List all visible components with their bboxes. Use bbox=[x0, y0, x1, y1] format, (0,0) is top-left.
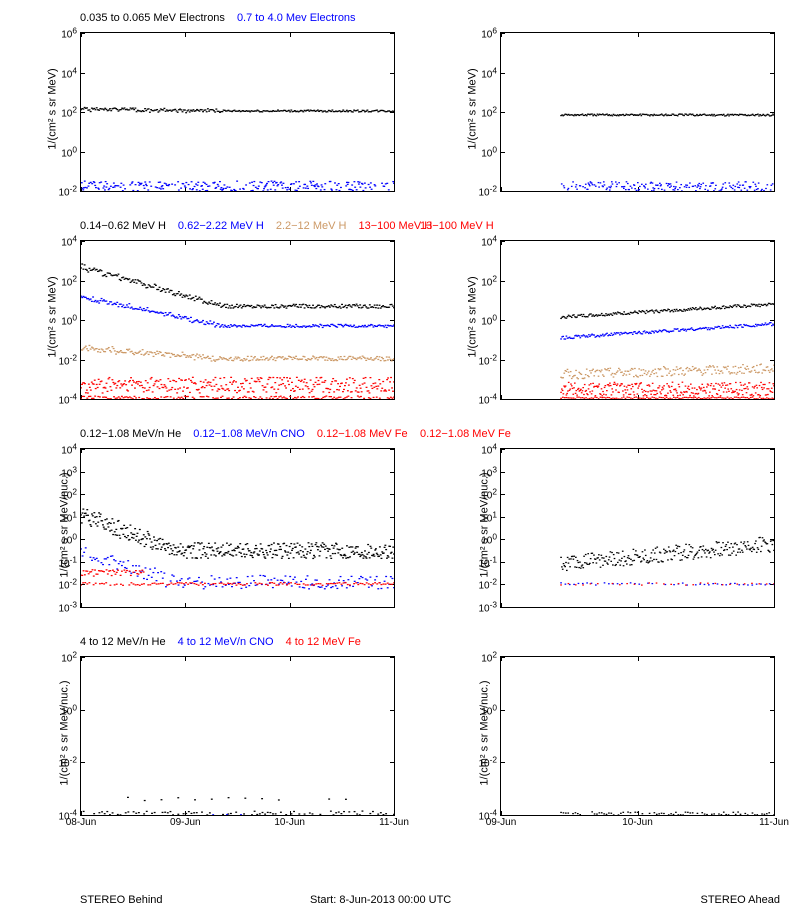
legend-row-0: 0.035 to 0.065 MeV Electrons 0.7 to 4.0 M… bbox=[80, 12, 368, 24]
legend-row-1-right: 13−100 MeV H bbox=[420, 220, 506, 232]
plot-panel-r2-c0: 0.12−1.08 MeV/n He0.12−1.08 MeV/n CNO0.1… bbox=[0, 426, 400, 624]
y-tick-label: 100 bbox=[61, 312, 77, 327]
y-tick-label: 104 bbox=[481, 233, 497, 248]
legend-row-3: 4 to 12 MeV/n He 4 to 12 MeV/n CNO 4 to 12… bbox=[80, 636, 373, 648]
legend-row-1: 0.14−0.62 MeV H 0.62−2.22 MeV H 2.2−12 MeV… bbox=[80, 220, 444, 232]
x-tick-label: 10-Jun bbox=[622, 817, 653, 828]
y-tick-label: 103 bbox=[481, 464, 497, 479]
y-tick-label: 100 bbox=[481, 532, 497, 547]
y-tick-label: 10-1 bbox=[58, 554, 77, 569]
y-tick-label: 10-3 bbox=[478, 599, 497, 614]
plot-panel-r0-c1: 1/(cm² s sr MeV)10-2100102104106 bbox=[420, 10, 780, 208]
y-axis-label: 1/(cm² s sr MeV) bbox=[467, 276, 479, 357]
plot-area: 10-2100102104106 bbox=[500, 32, 775, 192]
plot-svg bbox=[81, 241, 394, 399]
y-tick-label: 10-4 bbox=[478, 391, 497, 406]
legend-item: 0.7 to 4.0 Mev Electrons bbox=[237, 12, 356, 24]
plot-area: 10-410-2100102104 bbox=[80, 240, 395, 400]
y-tick-label: 10-2 bbox=[58, 577, 77, 592]
y-tick-label: 101 bbox=[481, 509, 497, 524]
legend-row-2-right: 0.12−1.08 MeV Fe bbox=[420, 428, 523, 440]
y-tick-label: 10-2 bbox=[478, 183, 497, 198]
y-tick-label: 102 bbox=[61, 649, 77, 664]
y-tick-label: 106 bbox=[61, 25, 77, 40]
legend-item: 0.62−2.22 MeV H bbox=[178, 220, 264, 232]
bottom-right-label: STEREO Ahead bbox=[701, 894, 781, 906]
y-tick-label: 102 bbox=[61, 486, 77, 501]
y-tick-label: 104 bbox=[61, 441, 77, 456]
plot-area: 10-310-210-1100101102103104 bbox=[80, 448, 395, 608]
plot-svg bbox=[501, 241, 774, 399]
plot-area: 10-310-210-1100101102103104 bbox=[500, 448, 775, 608]
y-tick-label: 10-2 bbox=[58, 352, 77, 367]
plot-area: 10-2100102104106 bbox=[80, 32, 395, 192]
y-axis-label: 1/(cm² s sr MeV) bbox=[47, 68, 59, 149]
y-tick-label: 102 bbox=[481, 649, 497, 664]
plot-svg bbox=[501, 657, 774, 815]
plot-svg bbox=[501, 449, 774, 607]
y-axis-label: 1/(cm² s sr MeV) bbox=[47, 276, 59, 357]
y-tick-label: 100 bbox=[481, 312, 497, 327]
y-tick-label: 10-2 bbox=[478, 352, 497, 367]
legend-item: 0.14−0.62 MeV H bbox=[80, 220, 166, 232]
x-tick-label: 09-Jun bbox=[170, 817, 201, 828]
y-tick-label: 102 bbox=[481, 273, 497, 288]
y-tick-label: 10-3 bbox=[58, 599, 77, 614]
y-tick-label: 100 bbox=[481, 144, 497, 159]
legend-row-2: 0.12−1.08 MeV/n He 0.12−1.08 MeV/n CNO 0.1… bbox=[80, 428, 420, 440]
plot-panel-r1-c0: 0.14−0.62 MeV H 0.62−2.22 MeV H 2.2−12 MeV… bbox=[0, 218, 400, 416]
plot-svg bbox=[81, 33, 394, 191]
plot-svg bbox=[81, 449, 394, 607]
legend-item: 0.035 to 0.065 MeV Electrons bbox=[80, 12, 225, 24]
y-tick-label: 103 bbox=[61, 464, 77, 479]
legend-item: 0.12−1.08 MeV Fe bbox=[420, 428, 511, 440]
y-tick-label: 10-2 bbox=[478, 577, 497, 592]
legend-item: 4 to 12 MeV/n He bbox=[80, 636, 166, 648]
x-tick-label: 10-Jun bbox=[274, 817, 305, 828]
y-tick-label: 100 bbox=[61, 144, 77, 159]
y-tick-label: 106 bbox=[481, 25, 497, 40]
x-tick-label: 09-Jun bbox=[486, 817, 517, 828]
legend-item: 4 to 12 MeV Fe bbox=[286, 636, 361, 648]
y-tick-label: 100 bbox=[61, 702, 77, 717]
legend-item: 2.2−12 MeV H bbox=[276, 220, 347, 232]
legend-item: 0.12−1.08 MeV/n He bbox=[80, 428, 181, 440]
plot-panel-r0-c0: 0.035 to 0.065 MeV Electrons 0.7 to 4.0 M… bbox=[0, 10, 400, 208]
y-tick-label: 10-2 bbox=[58, 755, 77, 770]
y-tick-label: 101 bbox=[61, 509, 77, 524]
y-tick-label: 100 bbox=[481, 702, 497, 717]
y-tick-label: 104 bbox=[481, 65, 497, 80]
x-tick-label: 11-Jun bbox=[379, 817, 409, 828]
plot-panel-r1-c1: 13−100 MeV H1/(cm² s sr MeV)10-410-21001… bbox=[420, 218, 780, 416]
y-tick-label: 104 bbox=[61, 65, 77, 80]
bottom-left-label: STEREO Behind bbox=[80, 894, 163, 906]
y-tick-label: 10-2 bbox=[478, 755, 497, 770]
legend-item: 0.12−1.08 MeV Fe bbox=[317, 428, 408, 440]
y-tick-label: 100 bbox=[61, 532, 77, 547]
y-tick-label: 104 bbox=[481, 441, 497, 456]
plot-area: 10-410-210010209-Jun10-Jun11-Jun bbox=[500, 656, 775, 816]
x-tick-label: 11-Jun bbox=[759, 817, 789, 828]
plot-panel-r2-c1: 0.12−1.08 MeV Fe1/(cm² s sr MeV/nuc.)10-… bbox=[420, 426, 780, 624]
y-axis-label: 1/(cm² s sr MeV) bbox=[467, 68, 479, 149]
plot-panel-r3-c1: 1/(cm² s sr MeV/nuc.)10-410-210010209-Ju… bbox=[420, 634, 780, 832]
plot-area: 10-410-2100102104 bbox=[500, 240, 775, 400]
plot-svg bbox=[81, 657, 394, 815]
y-tick-label: 102 bbox=[481, 486, 497, 501]
x-tick-label: 08-Jun bbox=[66, 817, 97, 828]
y-tick-label: 104 bbox=[61, 233, 77, 248]
legend-item: 4 to 12 MeV/n CNO bbox=[178, 636, 274, 648]
y-tick-label: 102 bbox=[481, 104, 497, 119]
y-tick-label: 102 bbox=[61, 104, 77, 119]
y-tick-label: 102 bbox=[61, 273, 77, 288]
y-tick-label: 10-2 bbox=[58, 183, 77, 198]
legend-item: 0.12−1.08 MeV/n CNO bbox=[193, 428, 305, 440]
plot-panel-r3-c0: 4 to 12 MeV/n He 4 to 12 MeV/n CNO 4 to 12… bbox=[0, 634, 400, 832]
y-tick-label: 10-1 bbox=[478, 554, 497, 569]
bottom-center-label: Start: 8-Jun-2013 00:00 UTC bbox=[310, 894, 451, 906]
plot-area: 10-410-210010208-Jun09-Jun10-Jun11-Jun bbox=[80, 656, 395, 816]
plot-svg bbox=[501, 33, 774, 191]
y-tick-label: 10-4 bbox=[58, 391, 77, 406]
legend-item: 13−100 MeV H bbox=[420, 220, 494, 232]
